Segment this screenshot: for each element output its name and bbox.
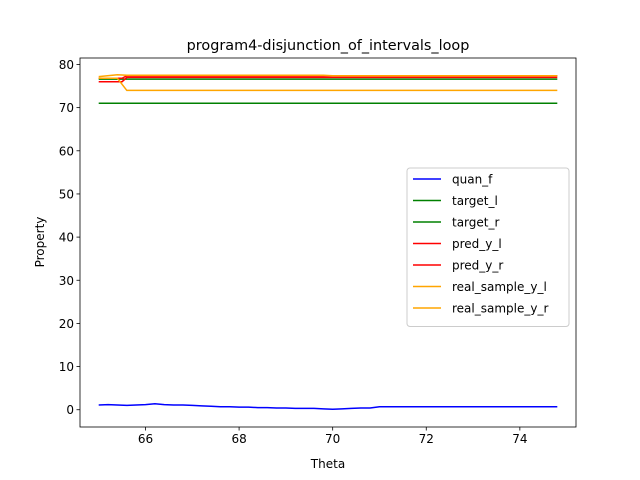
y-axis-ticks: 0 10 20 30 40 50 60 70 80 <box>59 58 80 417</box>
x-tick-label: 70 <box>325 432 340 446</box>
x-tick-label: 72 <box>419 432 434 446</box>
legend-label-pred-y-l: pred_y_l <box>452 237 502 251</box>
x-tick-label: 68 <box>231 432 246 446</box>
chart-title: program4-disjunction_of_intervals_loop <box>187 38 470 54</box>
legend-label-quan-f: quan_f <box>452 173 493 187</box>
y-tick-label: 80 <box>59 58 74 72</box>
y-axis-label: Property <box>33 217 47 268</box>
x-tick-label: 74 <box>512 432 527 446</box>
y-tick-label: 50 <box>59 187 74 201</box>
series-line-real-sample-y-l <box>98 77 558 92</box>
y-tick-label: 70 <box>59 101 74 115</box>
legend-label-pred-y-r: pred_y_r <box>452 259 503 273</box>
legend-label-target-l: target_l <box>452 194 498 208</box>
series-line-quan-f <box>98 402 558 411</box>
y-tick-label: 30 <box>59 274 74 288</box>
x-tick-label: 66 <box>138 432 153 446</box>
x-axis-ticks: 66 68 70 72 74 <box>138 427 527 446</box>
y-tick-label: 10 <box>59 360 74 374</box>
legend-label-real-sample-y-l: real_sample_y_l <box>452 280 547 294</box>
y-tick-label: 60 <box>59 144 74 158</box>
legend-box <box>406 167 570 327</box>
legend-label-target-r: target_r <box>452 216 499 230</box>
legend-label-real-sample-y-r: real_sample_y_r <box>452 302 548 316</box>
axes-frame <box>79 57 577 428</box>
y-tick-label: 40 <box>59 231 74 245</box>
legend: quan_f target_l target_r pred_y_l pred_y_rre… <box>406 167 570 327</box>
y-tick-label: 20 <box>59 317 74 331</box>
series-line-pred-y-l <box>98 76 558 83</box>
y-tick-label: 0 <box>66 403 74 417</box>
series-line-real-sample-y-r <box>98 74 558 78</box>
x-axis-label: Theta <box>310 457 345 471</box>
plot-area <box>98 74 558 411</box>
